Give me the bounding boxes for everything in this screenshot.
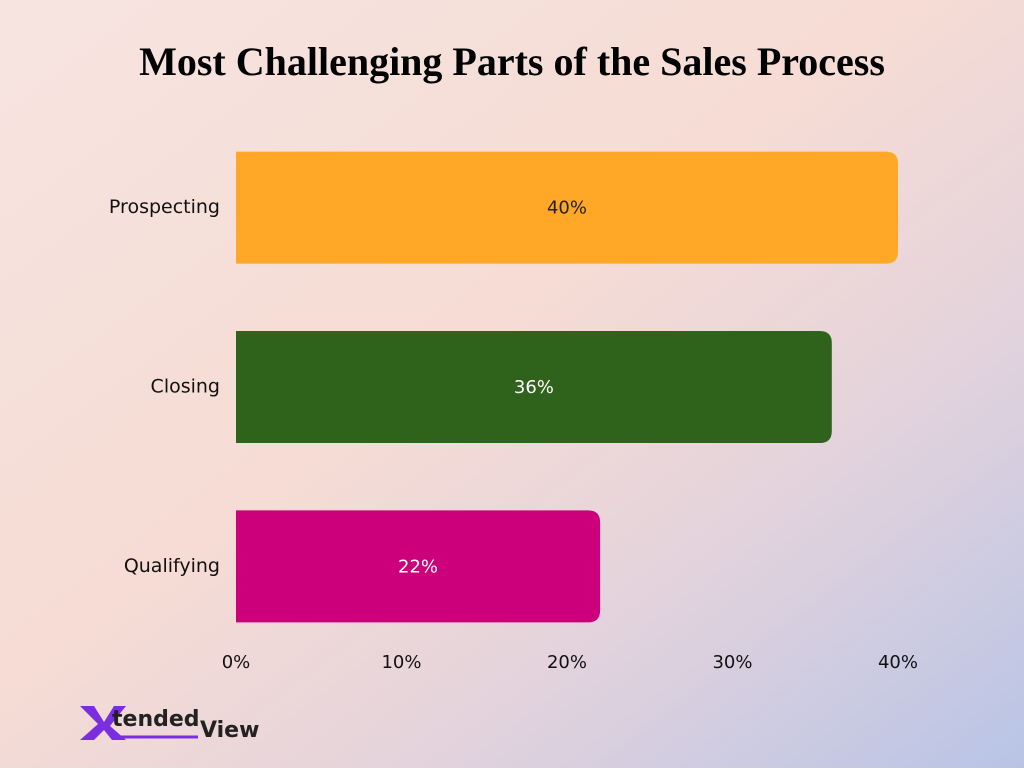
x-tick-label: 10%	[381, 652, 421, 673]
value-label: 22%	[398, 556, 438, 577]
category-label: Prospecting	[109, 196, 220, 218]
logo: X tended View	[80, 706, 259, 743]
x-tick-label: 40%	[878, 652, 918, 673]
category-label: Qualifying	[124, 555, 220, 577]
category-label: Closing	[151, 376, 220, 398]
x-tick-label: 30%	[712, 652, 752, 673]
logo-icon	[80, 706, 126, 740]
value-label: 36%	[514, 377, 554, 398]
logo-word: tended	[112, 707, 200, 732]
bar	[236, 331, 832, 443]
x-tick-label: 0%	[222, 652, 251, 673]
x-tick-label: 20%	[547, 652, 587, 673]
value-label: 40%	[547, 198, 587, 219]
bar	[236, 151, 898, 264]
chart-title: Most Challenging Parts of the Sales Proc…	[139, 39, 885, 84]
logo-word: View	[200, 718, 259, 743]
bar	[236, 510, 601, 623]
